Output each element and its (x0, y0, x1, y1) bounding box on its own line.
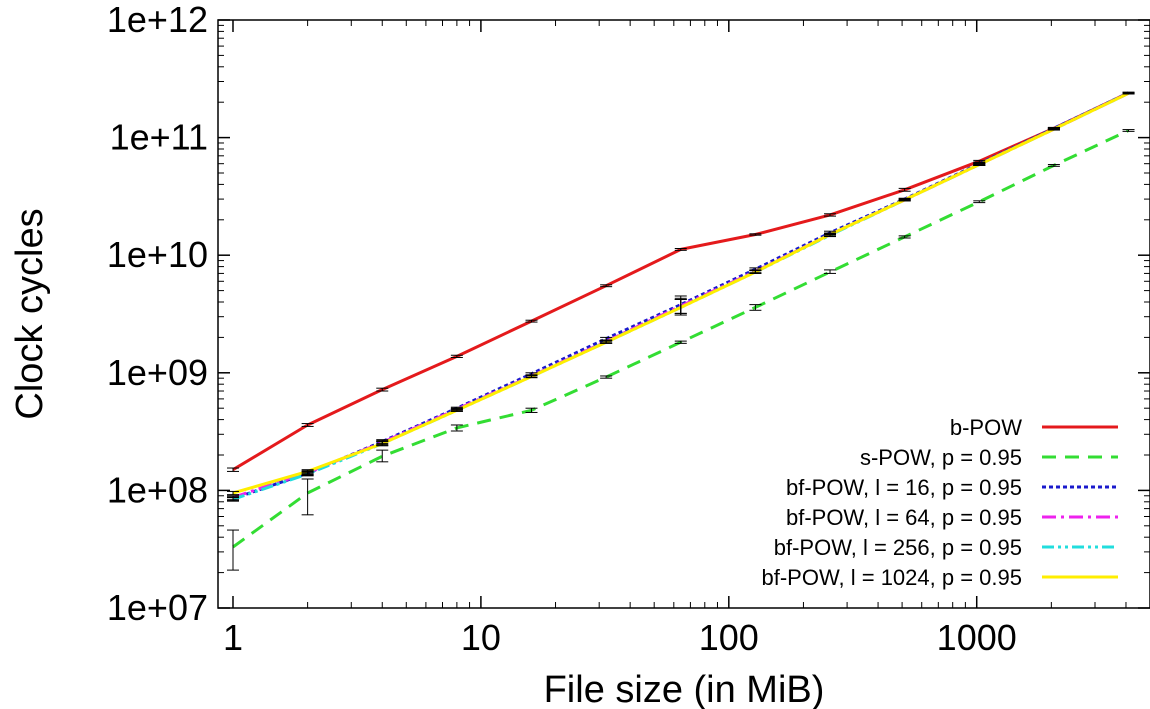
y-tick-label: 1e+11 (110, 117, 208, 158)
legend-label: s-POW, p = 0.95 (860, 445, 1022, 470)
x-tick-label: 1 (223, 617, 243, 658)
x-tick-label: 100 (699, 617, 759, 658)
y-axis-label: Clock cycles (9, 208, 51, 419)
tick-layer: 1 10 100 1000 1e+07 1e+08 1e+09 1e+10 1e+11 1e+12 (107, 0, 1150, 658)
plot-frame (217, 19, 1150, 609)
x-tick-label: 1000 (937, 617, 1017, 658)
y-tick-label: 1e+10 (107, 234, 208, 275)
legend: b-POW s-POW, p = 0.95 bf-POW, l = 16, p = … (762, 415, 1118, 590)
legend-label: bf-POW, l = 64, p = 0.95 (786, 505, 1022, 530)
legend-label: bf-POW, l = 256, p = 0.95 (774, 535, 1022, 560)
y-tick-label: 1e+12 (107, 0, 208, 40)
legend-label: bf-POW, l = 16, p = 0.95 (786, 475, 1022, 500)
y-tick-label: 1e+09 (107, 352, 208, 393)
legend-label: b-POW (950, 415, 1022, 440)
legend-label: bf-POW, l = 1024, p = 0.95 (762, 565, 1023, 590)
x-tick-label: 10 (461, 617, 501, 658)
y-tick-label: 1e+08 (107, 469, 208, 510)
x-axis-label: File size (in MiB) (544, 669, 825, 709)
errorbar-layer (226, 91, 1135, 571)
y-tick-label: 1e+07 (107, 587, 208, 628)
